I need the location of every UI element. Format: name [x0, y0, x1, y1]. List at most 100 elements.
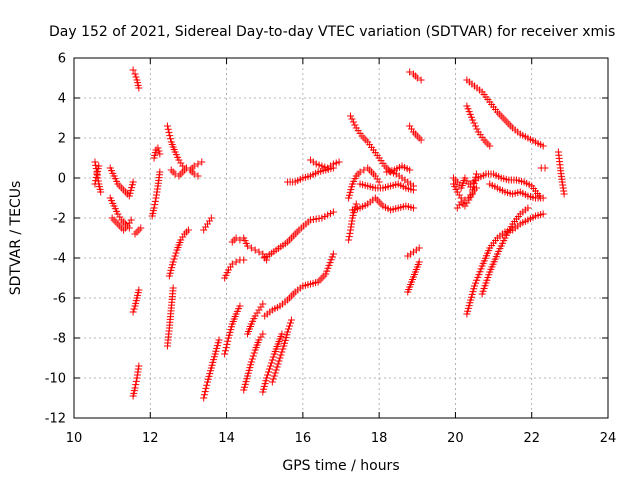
- data-point: [288, 317, 295, 324]
- data-point: [249, 356, 256, 363]
- data-segment: [168, 165, 202, 180]
- plot-frame: [74, 58, 608, 418]
- data-point: [273, 367, 280, 374]
- data-point: [272, 370, 279, 377]
- data-point: [250, 353, 257, 360]
- data-point: [251, 350, 258, 357]
- grid: [74, 58, 608, 418]
- data-point: [130, 309, 137, 316]
- data-segment: [404, 245, 422, 260]
- data-point: [269, 357, 276, 364]
- data-point: [200, 227, 207, 234]
- y-tick-labels: -12-10-8-6-4-20246: [45, 52, 66, 427]
- data-segment: [164, 285, 177, 350]
- data-segment: [347, 113, 417, 190]
- chart-title: Day 152 of 2021, Sidereal Day-to-day VTE…: [49, 24, 615, 40]
- data-point: [287, 320, 294, 327]
- y-tick-label: -2: [53, 212, 66, 227]
- data-point: [454, 205, 461, 212]
- data-point: [456, 192, 463, 199]
- y-tick-label: 6: [58, 52, 66, 67]
- data-point: [116, 214, 123, 221]
- data-segment: [240, 235, 270, 264]
- data-point: [201, 391, 208, 398]
- data-segment: [463, 103, 493, 150]
- data-segment: [164, 123, 205, 174]
- data-point: [166, 132, 173, 139]
- data-point: [132, 381, 139, 388]
- data-point: [406, 123, 413, 130]
- data-point: [222, 347, 229, 354]
- data-point: [265, 369, 272, 376]
- data-point: [165, 129, 172, 136]
- data-point: [276, 355, 283, 362]
- y-tick-label: 4: [58, 92, 66, 107]
- data-segment: [107, 165, 137, 200]
- x-tick-label: 10: [66, 431, 83, 446]
- data-point: [270, 354, 277, 361]
- data-point: [266, 366, 273, 373]
- data-point: [206, 218, 213, 225]
- data-segment: [404, 259, 422, 296]
- data-point: [268, 360, 275, 367]
- data-point: [227, 264, 234, 271]
- x-tick-label: 14: [218, 431, 235, 446]
- data-point: [223, 341, 230, 348]
- data-point: [542, 165, 549, 172]
- x-tick-label: 22: [523, 431, 540, 446]
- data-point: [91, 159, 98, 166]
- x-tick-label: 24: [600, 431, 617, 446]
- data-point: [156, 151, 163, 158]
- data-point: [131, 306, 138, 313]
- data-point: [128, 217, 135, 224]
- x-tick-labels: 10 12 14 16 18 20 22 24: [66, 431, 617, 446]
- data-point: [456, 202, 463, 209]
- data-segment: [130, 287, 143, 316]
- data-segment: [261, 251, 337, 320]
- data-point: [561, 191, 568, 198]
- y-tick-label: 2: [58, 132, 66, 147]
- data-point: [203, 382, 210, 389]
- data-point: [278, 349, 285, 356]
- data-point: [223, 344, 230, 351]
- data-points: [91, 67, 567, 402]
- data-point: [274, 364, 281, 371]
- y-tick-label: 0: [58, 172, 66, 187]
- data-segment: [151, 145, 164, 162]
- data-point: [374, 176, 381, 183]
- data-segment: [463, 211, 546, 318]
- data-point: [408, 126, 415, 133]
- data-point: [126, 220, 133, 227]
- data-point: [133, 378, 140, 385]
- data-point: [376, 179, 383, 186]
- data-point: [264, 372, 271, 379]
- data-segment: [200, 215, 215, 234]
- data-point: [271, 373, 278, 380]
- data-point: [130, 67, 137, 74]
- data-point: [177, 160, 184, 167]
- data-point: [257, 304, 264, 311]
- x-axis-title: GPS time / hours: [282, 458, 399, 474]
- data-point: [276, 358, 283, 365]
- x-tick-label: 18: [371, 431, 388, 446]
- data-point: [275, 361, 282, 368]
- data-point: [171, 256, 178, 263]
- data-segment: [345, 165, 383, 202]
- data-point: [348, 116, 355, 123]
- data-point: [267, 363, 274, 370]
- y-tick-label: -12: [45, 412, 66, 427]
- data-segment: [259, 331, 285, 396]
- data-point: [255, 307, 262, 314]
- data-segment: [307, 157, 343, 172]
- data-segment: [221, 257, 247, 282]
- data-point: [172, 253, 179, 260]
- data-segment: [130, 67, 143, 92]
- data-point: [269, 379, 276, 386]
- data-segment: [463, 77, 546, 150]
- data-point: [167, 135, 174, 142]
- data-segment: [406, 123, 424, 144]
- data-point: [200, 395, 207, 402]
- data-point: [132, 71, 139, 78]
- data-point: [259, 331, 266, 338]
- data-point: [463, 200, 470, 207]
